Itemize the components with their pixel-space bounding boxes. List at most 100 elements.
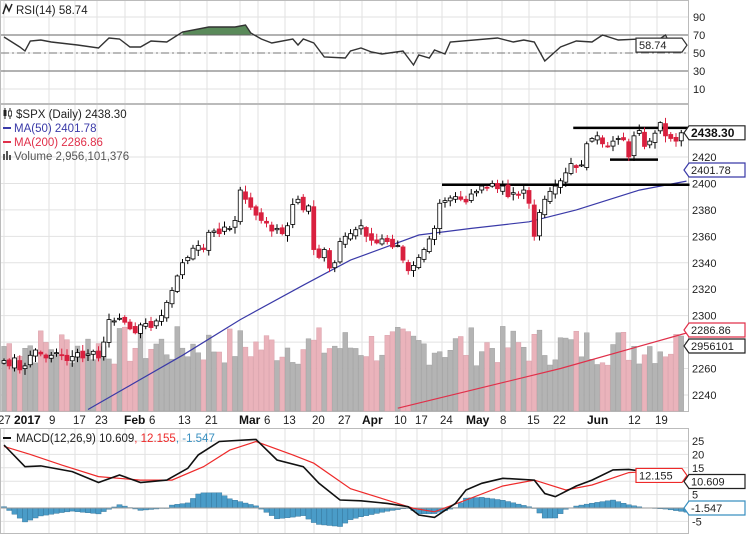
volume-bar (589, 359, 595, 412)
macd-histogram-bar (274, 507, 280, 520)
macd-histogram-bar (678, 507, 685, 512)
ma50-badge-box (683, 162, 746, 178)
signal-badge-box (635, 467, 688, 484)
volume-bar (662, 356, 669, 412)
volume-bar (531, 334, 537, 412)
volume-bar (1, 346, 7, 412)
macd-histogram-bar (363, 507, 370, 516)
candle-body (384, 237, 390, 243)
ma200-label: MA(200) 2286.86 (14, 137, 103, 149)
candle-body (615, 138, 621, 140)
volume-bar (211, 351, 217, 412)
volume-bar (185, 356, 191, 412)
volume-bar (389, 331, 396, 412)
signal-line (3, 440, 687, 513)
macd-histogram-bar (484, 497, 490, 509)
candle-body (521, 189, 527, 194)
volume-bar (489, 348, 495, 412)
volume-bar (200, 359, 207, 412)
candle-body (332, 262, 338, 269)
candle-body (363, 227, 369, 237)
volume-bar (421, 343, 427, 412)
volume-bar (452, 338, 459, 412)
candle-body (657, 122, 663, 132)
volume-bar (237, 330, 243, 412)
volume-bar (59, 334, 65, 412)
macd-histogram-bar (499, 500, 506, 509)
candle-body (306, 205, 311, 212)
ma50-line (87, 180, 687, 411)
candle-body (484, 186, 490, 189)
macd-histogram-bar (11, 507, 18, 515)
macd-histogram-bar (489, 498, 496, 509)
candle-body (127, 321, 133, 330)
macd-plot (1, 438, 690, 527)
macd-histogram-bar (305, 507, 312, 520)
date-label: 24 (440, 415, 453, 427)
candle-body (248, 197, 254, 208)
macd-histogram-bar (90, 507, 97, 514)
candle-body (69, 356, 75, 362)
candle-body (269, 224, 275, 232)
volume-bar (584, 332, 590, 412)
macd-histogram-bar (226, 498, 233, 509)
date-label: Apr (362, 413, 383, 427)
volume-bar (468, 327, 474, 412)
candle-body (122, 316, 128, 323)
candle-body (321, 249, 327, 259)
rsi-icon (2, 3, 13, 15)
macd-histogram-bar (557, 507, 564, 514)
candle-body (222, 226, 227, 232)
candle-body (647, 140, 653, 146)
volume-bar (552, 359, 558, 412)
ma200-swatch (3, 141, 11, 143)
price-tick-label: 2400 (692, 178, 716, 190)
macd-histogram-bar (37, 507, 44, 517)
volume-badge: 2956101 (683, 338, 746, 354)
volume-bar (657, 351, 663, 412)
volume-bar (132, 347, 138, 412)
candle-body (421, 249, 427, 260)
macd-histogram-bar (620, 503, 627, 509)
candle-body (463, 198, 469, 203)
macd-histogram-bar (321, 507, 328, 526)
candle-body (479, 185, 485, 191)
candle-body (621, 137, 626, 141)
volume-bar (69, 362, 75, 412)
candle-body (169, 290, 175, 305)
rsi-value-badge-text: 58.74 (639, 40, 667, 52)
volume-bar (542, 355, 548, 412)
volume-bar (384, 335, 390, 412)
volume-bar (263, 335, 270, 412)
macd-histogram-bar (116, 504, 123, 509)
hist-badge: -1.547 (683, 500, 746, 516)
volume-bar (227, 328, 233, 412)
candle-body (531, 204, 537, 237)
macd-line (3, 438, 687, 519)
volume-bar (605, 364, 611, 412)
macd-histogram-bar (358, 507, 364, 517)
volume-bar (442, 357, 448, 412)
volume-bar (678, 335, 684, 412)
candle-body (206, 231, 212, 251)
ma200-badge: 2286.86 (683, 322, 746, 338)
volume-bar (53, 354, 60, 412)
volume-bars (1, 326, 684, 412)
macd-histogram-bar (85, 507, 91, 513)
candle-body (96, 350, 101, 359)
ma200-line (397, 332, 687, 409)
volume-bar (374, 360, 380, 412)
candle-body (447, 197, 453, 202)
candle-body (416, 257, 422, 268)
candle-body (143, 323, 149, 327)
macd-histogram-bar (95, 507, 102, 515)
volume-bar (636, 363, 642, 412)
macd-histogram-bar (310, 507, 317, 523)
volume-bar (258, 349, 264, 412)
candle-body (64, 354, 70, 361)
macd-histogram-bar (289, 507, 296, 518)
macd-histogram-bar (589, 502, 595, 509)
candle-body (85, 353, 91, 356)
volume-bar (400, 328, 406, 412)
candle-body (101, 341, 107, 358)
